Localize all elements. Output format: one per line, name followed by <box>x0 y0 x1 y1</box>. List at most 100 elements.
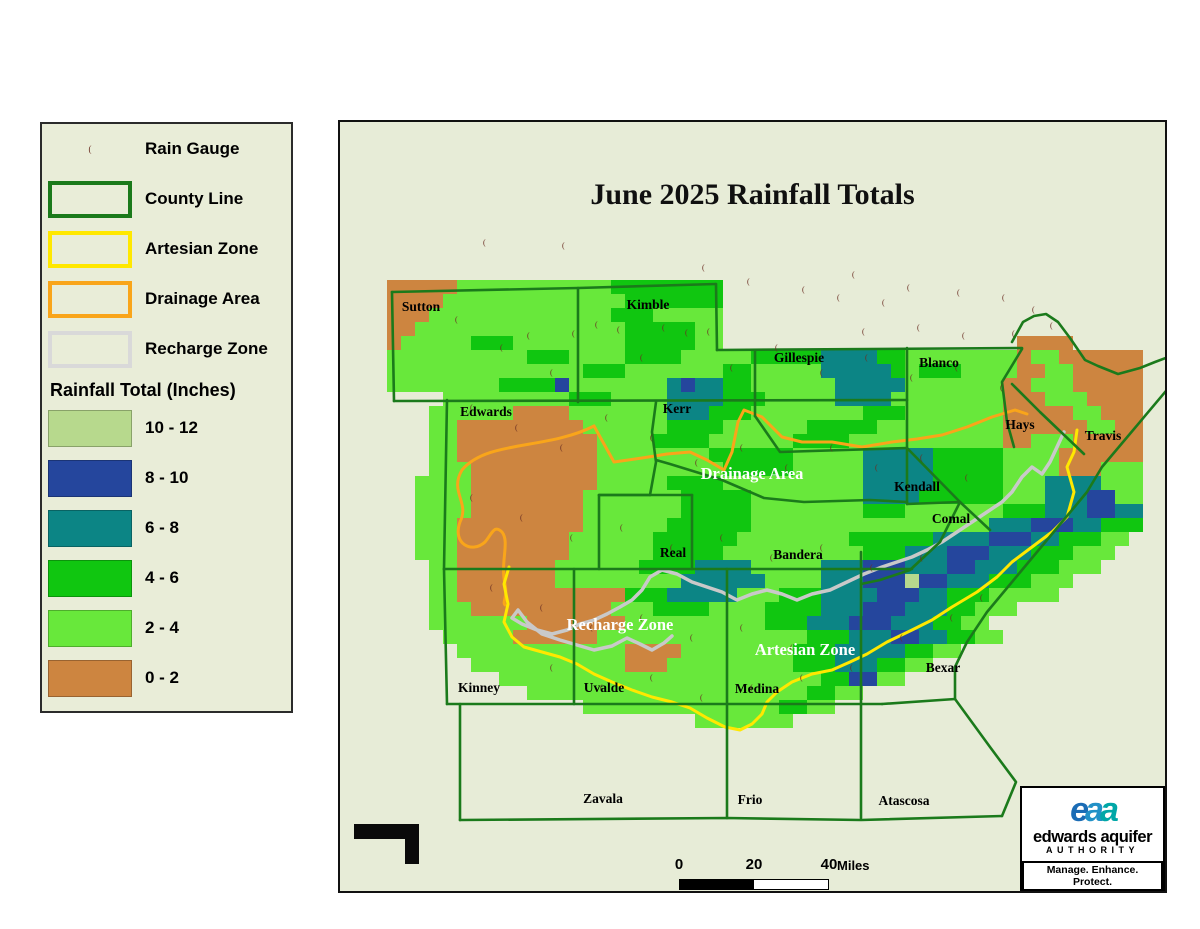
zone-label: Recharge Zone <box>567 615 674 634</box>
raster-cells <box>1003 420 1087 434</box>
class-label: 2 - 4 <box>145 618 180 637</box>
drainage-area-line <box>592 408 1029 472</box>
raster-cells <box>1003 448 1059 462</box>
raster-cells <box>891 616 933 630</box>
raster-cells <box>863 406 905 420</box>
county-label: Gillespie <box>774 350 824 365</box>
raster-cells <box>905 602 947 616</box>
raster-layer <box>340 122 1165 891</box>
raster-cells <box>877 658 905 672</box>
raster-cells <box>1115 490 1143 504</box>
raster-cells <box>891 630 919 644</box>
raster-cells <box>611 308 653 322</box>
rain-gauge-icon: ( <box>490 583 493 592</box>
raster-cells <box>905 364 919 378</box>
rain-gauge-icon: ( <box>740 623 743 632</box>
raster-cells <box>863 574 905 588</box>
raster-cells <box>863 504 905 518</box>
rain-gauge-icon: ( <box>1000 383 1003 392</box>
raster-cells <box>583 364 625 378</box>
rain-gauge-icon: ( <box>483 238 486 247</box>
county-label: Uvalde <box>584 680 625 695</box>
raster-cells <box>933 616 961 630</box>
brand-tagline: Manage. Enhance. Protect. <box>1022 861 1163 891</box>
raster-cells <box>975 560 1017 574</box>
raster-cells <box>429 308 611 322</box>
rain-gauge-icon: ( <box>770 553 773 562</box>
rain-gauge-icon: ( <box>470 493 473 502</box>
class-swatch <box>48 659 132 697</box>
raster-cells <box>625 336 695 350</box>
raster-cells <box>387 294 443 308</box>
raster-cells <box>457 560 555 574</box>
raster-cells <box>737 532 849 546</box>
raster-cells <box>751 406 863 420</box>
raster-cells <box>681 644 793 658</box>
rain-gauge-icon: ( <box>670 543 673 552</box>
rain-gauge-icon: ( <box>595 320 598 329</box>
raster-cells <box>1087 392 1143 406</box>
rain-gauge-icon: ( <box>882 298 885 307</box>
map-title: June 2025 Rainfall Totals <box>590 178 915 211</box>
raster-cells <box>919 490 1003 504</box>
rain-gauge-icon: ( <box>700 693 703 702</box>
class-label: 0 - 2 <box>145 668 180 687</box>
raster-cells <box>905 406 1003 420</box>
raster-cells <box>429 420 457 434</box>
rain-gauge-icon: ( <box>527 331 530 340</box>
raster-cells <box>807 420 877 434</box>
raster-cells <box>751 504 863 518</box>
rain-gauge-icon: ( <box>830 443 833 452</box>
raster-cells <box>1073 378 1143 392</box>
raster-cells <box>597 434 653 448</box>
scale-bar-fill <box>680 880 754 889</box>
rain-gauge-icon: ( <box>515 423 518 432</box>
raster-cells <box>807 630 849 644</box>
raster-cells <box>667 420 723 434</box>
raster-cells <box>471 462 597 476</box>
county-line <box>905 500 962 506</box>
rain-gauge-icon: ( <box>620 523 623 532</box>
raster-cells <box>863 476 933 490</box>
raster-cells <box>1101 462 1143 476</box>
raster-cells <box>569 350 625 364</box>
raster-cells <box>1087 490 1115 504</box>
rain-gauge-icon: ( <box>720 533 723 542</box>
raster-cells <box>527 350 569 364</box>
county-line <box>953 697 1018 818</box>
rain-gauge-icon: ( <box>870 563 873 572</box>
raster-cells <box>513 406 569 420</box>
raster-cells <box>415 322 625 336</box>
raster-cells <box>765 616 807 630</box>
raster-cells <box>1031 350 1059 364</box>
raster-cells <box>849 672 877 686</box>
county-label: Kimble <box>627 297 670 312</box>
rain-gauge-icon: ( <box>702 263 705 272</box>
raster-cells <box>429 406 513 420</box>
raster-cells <box>765 574 821 588</box>
raster-cells <box>471 336 513 350</box>
rain-gauge-icon: ( <box>572 329 575 338</box>
legend-class: 8 - 10 <box>42 453 291 503</box>
raster-cells <box>877 350 905 364</box>
class-label: 8 - 10 <box>145 468 189 487</box>
raster-cells <box>1045 364 1073 378</box>
county-label: Kerr <box>663 401 691 416</box>
county-line <box>458 814 1004 822</box>
legend-items: (Rain Gauge County Line Artesian Zone Drain… <box>42 124 291 374</box>
county-line <box>753 414 909 454</box>
raster-cells <box>863 462 933 476</box>
rain-gauge-icon: ( <box>730 363 733 372</box>
county-label: Blanco <box>919 355 959 370</box>
rain-gauge-icon: ( <box>850 663 853 672</box>
raster-cells <box>471 490 583 504</box>
county-line <box>648 400 658 497</box>
raster-cells <box>1087 420 1115 434</box>
raster-cells <box>611 392 667 406</box>
class-swatch <box>48 609 132 647</box>
raster-cells <box>849 434 1003 448</box>
raster-cells <box>1059 560 1101 574</box>
scale-bar <box>679 879 829 890</box>
rain-gauge-icon: ( <box>785 463 788 472</box>
rain-gauge-icon: ( <box>920 453 923 462</box>
